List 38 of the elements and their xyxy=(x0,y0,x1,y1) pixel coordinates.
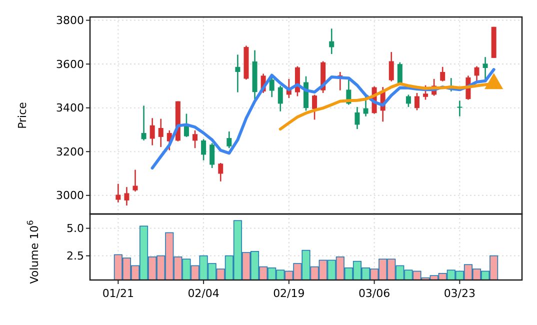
x-tick-label: 02/19 xyxy=(273,287,305,300)
y-tick-label: 3800 xyxy=(56,14,84,28)
y-tick-label: 3600 xyxy=(56,58,84,71)
candlestick xyxy=(210,142,215,169)
y-tick-label: 3000 xyxy=(56,189,84,202)
candlestick xyxy=(329,28,334,55)
candlestick xyxy=(423,84,428,100)
y-tick-label: 3200 xyxy=(56,145,84,158)
candlestick xyxy=(482,56,488,81)
candlestick xyxy=(124,186,130,206)
x-tick-label: 02/04 xyxy=(188,287,220,300)
candlestick xyxy=(388,51,394,82)
x-tick-label: 03/23 xyxy=(444,287,476,300)
candlestick xyxy=(440,66,446,82)
x-tick-label: 03/06 xyxy=(358,287,390,300)
candlestick xyxy=(278,85,283,112)
candlestick xyxy=(226,130,232,149)
candlestick xyxy=(132,169,138,192)
candlestick xyxy=(406,94,411,108)
candlestick xyxy=(141,105,146,142)
candlestick xyxy=(235,54,240,93)
candlestick xyxy=(457,100,462,118)
candlestick xyxy=(218,162,224,182)
candlestick xyxy=(116,183,121,204)
candlestick xyxy=(150,117,155,146)
candlestick xyxy=(201,138,206,162)
y-tick-label: 2.5 xyxy=(66,250,84,263)
y-axis-title: Price xyxy=(16,102,29,129)
candlestick xyxy=(414,92,420,111)
candlestick xyxy=(158,118,164,148)
y-tick-label: 5.0 xyxy=(66,222,84,236)
y-tick-label: 3400 xyxy=(56,102,84,115)
candlestick xyxy=(354,106,360,130)
candlestick xyxy=(312,94,318,120)
candlestick xyxy=(474,66,480,82)
candlestick xyxy=(363,94,368,118)
x-tick-label: 01/21 xyxy=(102,287,134,300)
candlestick xyxy=(192,130,198,149)
